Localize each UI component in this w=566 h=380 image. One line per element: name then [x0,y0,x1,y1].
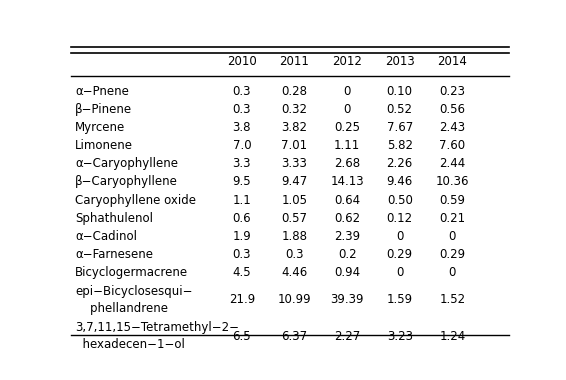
Text: 4.46: 4.46 [281,266,307,279]
Text: 1.1: 1.1 [233,193,251,207]
Text: 3.8: 3.8 [233,121,251,134]
Text: 5.82: 5.82 [387,139,413,152]
Text: 0.52: 0.52 [387,103,413,116]
Text: 1.05: 1.05 [281,193,307,207]
Text: 1.88: 1.88 [281,230,307,243]
Text: 0.10: 0.10 [387,85,413,98]
Text: α−Cadinol: α−Cadinol [75,230,137,243]
Text: Bicyclogermacrene: Bicyclogermacrene [75,266,188,279]
Text: 0: 0 [396,266,404,279]
Text: Sphathulenol: Sphathulenol [75,212,153,225]
Text: 0.29: 0.29 [387,248,413,261]
Text: 1.59: 1.59 [387,293,413,306]
Text: 2.27: 2.27 [334,330,360,343]
Text: 0.23: 0.23 [439,85,465,98]
Text: 0.2: 0.2 [338,248,357,261]
Text: 2011: 2011 [280,55,310,68]
Text: 6.37: 6.37 [281,330,307,343]
Text: 0: 0 [344,85,351,98]
Text: 21.9: 21.9 [229,293,255,306]
Text: 0.3: 0.3 [285,248,304,261]
Text: 2.43: 2.43 [439,121,465,134]
Text: 0.64: 0.64 [334,193,360,207]
Text: 0.21: 0.21 [439,212,465,225]
Text: 2.39: 2.39 [334,230,360,243]
Text: Myrcene: Myrcene [75,121,126,134]
Text: 3,7,11,15−Tetramethyl−2−
  hexadecen−1−ol: 3,7,11,15−Tetramethyl−2− hexadecen−1−ol [75,321,239,351]
Text: 0: 0 [449,266,456,279]
Text: 2012: 2012 [332,55,362,68]
Text: epi−Bicyclosesqui−
    phellandrene: epi−Bicyclosesqui− phellandrene [75,285,192,315]
Text: β−Pinene: β−Pinene [75,103,132,116]
Text: 7.60: 7.60 [439,139,465,152]
Text: 0: 0 [344,103,351,116]
Text: 0.59: 0.59 [439,193,465,207]
Text: 2010: 2010 [227,55,257,68]
Text: 0.94: 0.94 [334,266,360,279]
Text: 1.52: 1.52 [439,293,465,306]
Text: 0.62: 0.62 [334,212,360,225]
Text: 10.99: 10.99 [278,293,311,306]
Text: 1.11: 1.11 [334,139,360,152]
Text: Limonene: Limonene [75,139,133,152]
Text: 0.6: 0.6 [233,212,251,225]
Text: 2013: 2013 [385,55,415,68]
Text: 3.82: 3.82 [281,121,307,134]
Text: 2.44: 2.44 [439,157,465,170]
Text: 1.24: 1.24 [439,330,465,343]
Text: 0.3: 0.3 [233,103,251,116]
Text: 0.29: 0.29 [439,248,465,261]
Text: α−Pnene: α−Pnene [75,85,129,98]
Text: 0.32: 0.32 [281,103,307,116]
Text: α−Farnesene: α−Farnesene [75,248,153,261]
Text: 1.9: 1.9 [233,230,251,243]
Text: 0.3: 0.3 [233,85,251,98]
Text: 0.50: 0.50 [387,193,413,207]
Text: 0.12: 0.12 [387,212,413,225]
Text: 9.5: 9.5 [233,176,251,188]
Text: 7.01: 7.01 [281,139,307,152]
Text: 0.25: 0.25 [334,121,360,134]
Text: 3.33: 3.33 [281,157,307,170]
Text: 4.5: 4.5 [233,266,251,279]
Text: 39.39: 39.39 [331,293,364,306]
Text: α−Caryophyllene: α−Caryophyllene [75,157,178,170]
Text: 0.3: 0.3 [233,248,251,261]
Text: 6.5: 6.5 [233,330,251,343]
Text: 0.28: 0.28 [281,85,307,98]
Text: 9.46: 9.46 [387,176,413,188]
Text: 3.23: 3.23 [387,330,413,343]
Text: 7.67: 7.67 [387,121,413,134]
Text: 0.56: 0.56 [439,103,465,116]
Text: 7.0: 7.0 [233,139,251,152]
Text: Caryophyllene oxide: Caryophyllene oxide [75,193,196,207]
Text: β−Caryophyllene: β−Caryophyllene [75,176,178,188]
Text: 0.57: 0.57 [281,212,307,225]
Text: 2.68: 2.68 [334,157,360,170]
Text: 2014: 2014 [438,55,468,68]
Text: 14.13: 14.13 [331,176,364,188]
Text: 0: 0 [449,230,456,243]
Text: 3.3: 3.3 [233,157,251,170]
Text: 0: 0 [396,230,404,243]
Text: 10.36: 10.36 [436,176,469,188]
Text: 9.47: 9.47 [281,176,307,188]
Text: 2.26: 2.26 [387,157,413,170]
